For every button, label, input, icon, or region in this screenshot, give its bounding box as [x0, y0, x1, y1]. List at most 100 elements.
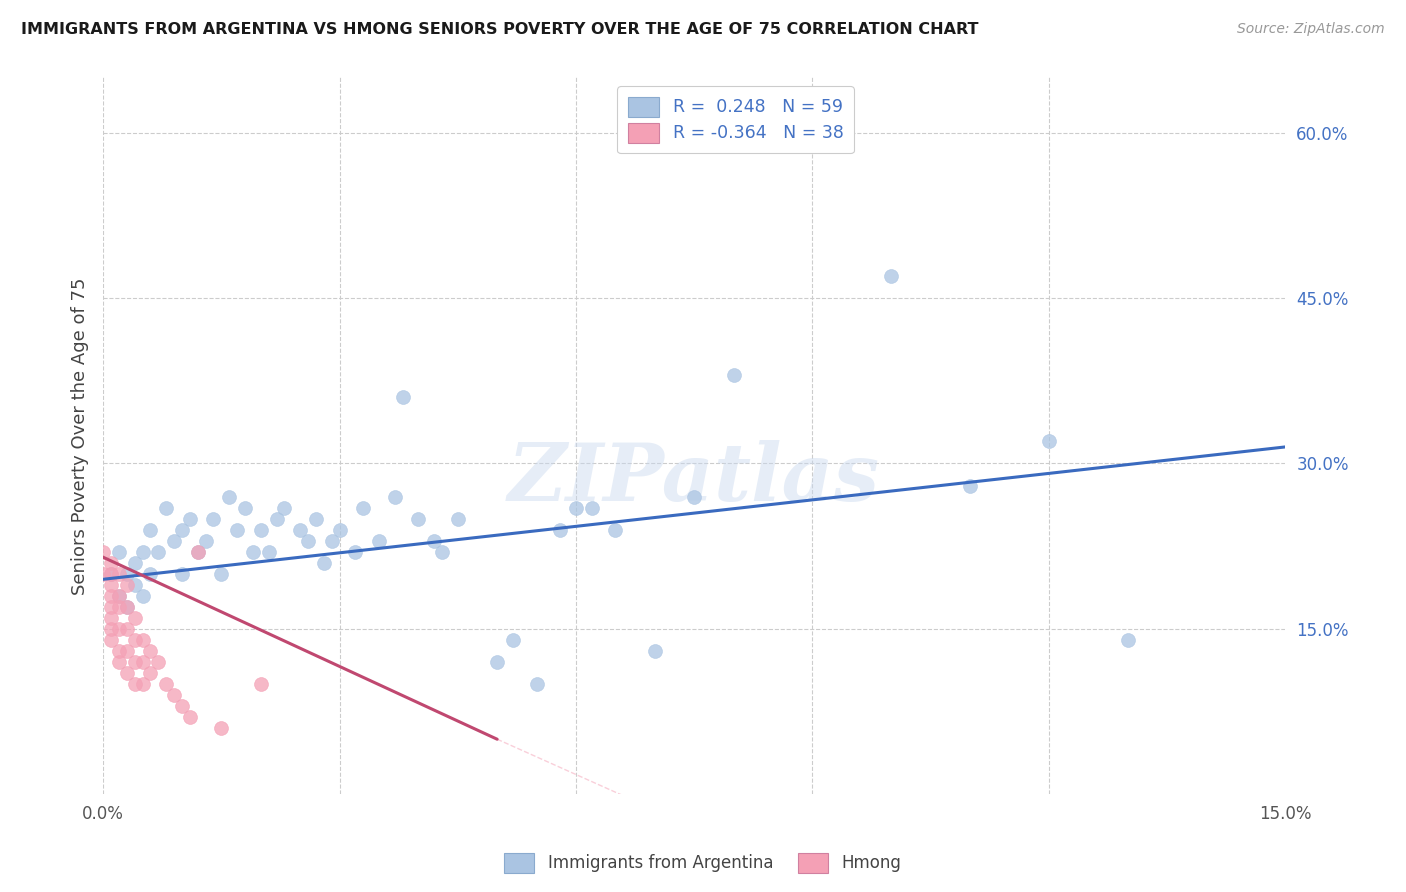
Point	[565, 500, 588, 515]
Point	[139, 523, 162, 537]
Point	[526, 677, 548, 691]
Point	[115, 578, 138, 592]
Point	[226, 523, 249, 537]
Point	[408, 511, 430, 525]
Point	[100, 632, 122, 647]
Point	[391, 390, 413, 404]
Point	[352, 500, 374, 515]
Point	[124, 655, 146, 669]
Point	[447, 511, 470, 525]
Point	[91, 545, 114, 559]
Point	[115, 599, 138, 614]
Point	[321, 533, 343, 548]
Point	[249, 523, 271, 537]
Point	[124, 611, 146, 625]
Text: ZIPatlas: ZIPatlas	[508, 440, 880, 517]
Point	[723, 368, 745, 383]
Point	[100, 566, 122, 581]
Point	[959, 478, 981, 492]
Point	[155, 677, 177, 691]
Point	[108, 599, 131, 614]
Point	[218, 490, 240, 504]
Point	[312, 556, 335, 570]
Point	[209, 566, 232, 581]
Point	[100, 611, 122, 625]
Point	[163, 533, 186, 548]
Point	[108, 589, 131, 603]
Point	[273, 500, 295, 515]
Point	[249, 677, 271, 691]
Point	[179, 511, 201, 525]
Point	[108, 655, 131, 669]
Point	[155, 500, 177, 515]
Point	[131, 655, 153, 669]
Point	[368, 533, 391, 548]
Point	[131, 545, 153, 559]
Point	[100, 556, 122, 570]
Point	[163, 688, 186, 702]
Point	[139, 644, 162, 658]
Point	[139, 666, 162, 681]
Point	[108, 589, 131, 603]
Point	[328, 523, 350, 537]
Point	[1038, 434, 1060, 449]
Point	[115, 599, 138, 614]
Point	[139, 566, 162, 581]
Point	[486, 655, 509, 669]
Text: IMMIGRANTS FROM ARGENTINA VS HMONG SENIORS POVERTY OVER THE AGE OF 75 CORRELATIO: IMMIGRANTS FROM ARGENTINA VS HMONG SENIO…	[21, 22, 979, 37]
Point	[644, 644, 666, 658]
Point	[91, 566, 114, 581]
Point	[266, 511, 288, 525]
Point	[502, 632, 524, 647]
Point	[581, 500, 603, 515]
Point	[108, 545, 131, 559]
Point	[108, 622, 131, 636]
Point	[124, 578, 146, 592]
Point	[305, 511, 328, 525]
Point	[115, 644, 138, 658]
Point	[100, 599, 122, 614]
Y-axis label: Seniors Poverty Over the Age of 75: Seniors Poverty Over the Age of 75	[72, 277, 89, 595]
Point	[115, 666, 138, 681]
Legend: R =  0.248   N = 59, R = -0.364   N = 38: R = 0.248 N = 59, R = -0.364 N = 38	[617, 87, 853, 153]
Point	[108, 644, 131, 658]
Point	[384, 490, 406, 504]
Point	[179, 710, 201, 724]
Point	[233, 500, 256, 515]
Point	[297, 533, 319, 548]
Point	[880, 268, 903, 283]
Point	[170, 566, 193, 581]
Point	[242, 545, 264, 559]
Point	[288, 523, 311, 537]
Point	[605, 523, 627, 537]
Point	[100, 622, 122, 636]
Point	[187, 545, 209, 559]
Point	[124, 677, 146, 691]
Point	[148, 655, 170, 669]
Text: Source: ZipAtlas.com: Source: ZipAtlas.com	[1237, 22, 1385, 37]
Point	[683, 490, 706, 504]
Point	[430, 545, 453, 559]
Point	[131, 677, 153, 691]
Point	[115, 622, 138, 636]
Point	[194, 533, 217, 548]
Point	[801, 126, 824, 140]
Point	[187, 545, 209, 559]
Point	[170, 523, 193, 537]
Point	[131, 589, 153, 603]
Point	[209, 721, 232, 735]
Legend: Immigrants from Argentina, Hmong: Immigrants from Argentina, Hmong	[498, 847, 908, 880]
Point	[148, 545, 170, 559]
Point	[1116, 632, 1139, 647]
Point	[344, 545, 367, 559]
Point	[131, 632, 153, 647]
Point	[108, 566, 131, 581]
Point	[124, 632, 146, 647]
Point	[100, 589, 122, 603]
Point	[548, 523, 571, 537]
Point	[170, 699, 193, 714]
Point	[423, 533, 446, 548]
Point	[100, 578, 122, 592]
Point	[257, 545, 280, 559]
Point	[202, 511, 225, 525]
